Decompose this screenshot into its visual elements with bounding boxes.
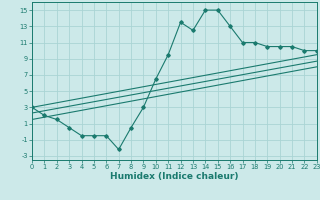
X-axis label: Humidex (Indice chaleur): Humidex (Indice chaleur) [110, 172, 239, 181]
